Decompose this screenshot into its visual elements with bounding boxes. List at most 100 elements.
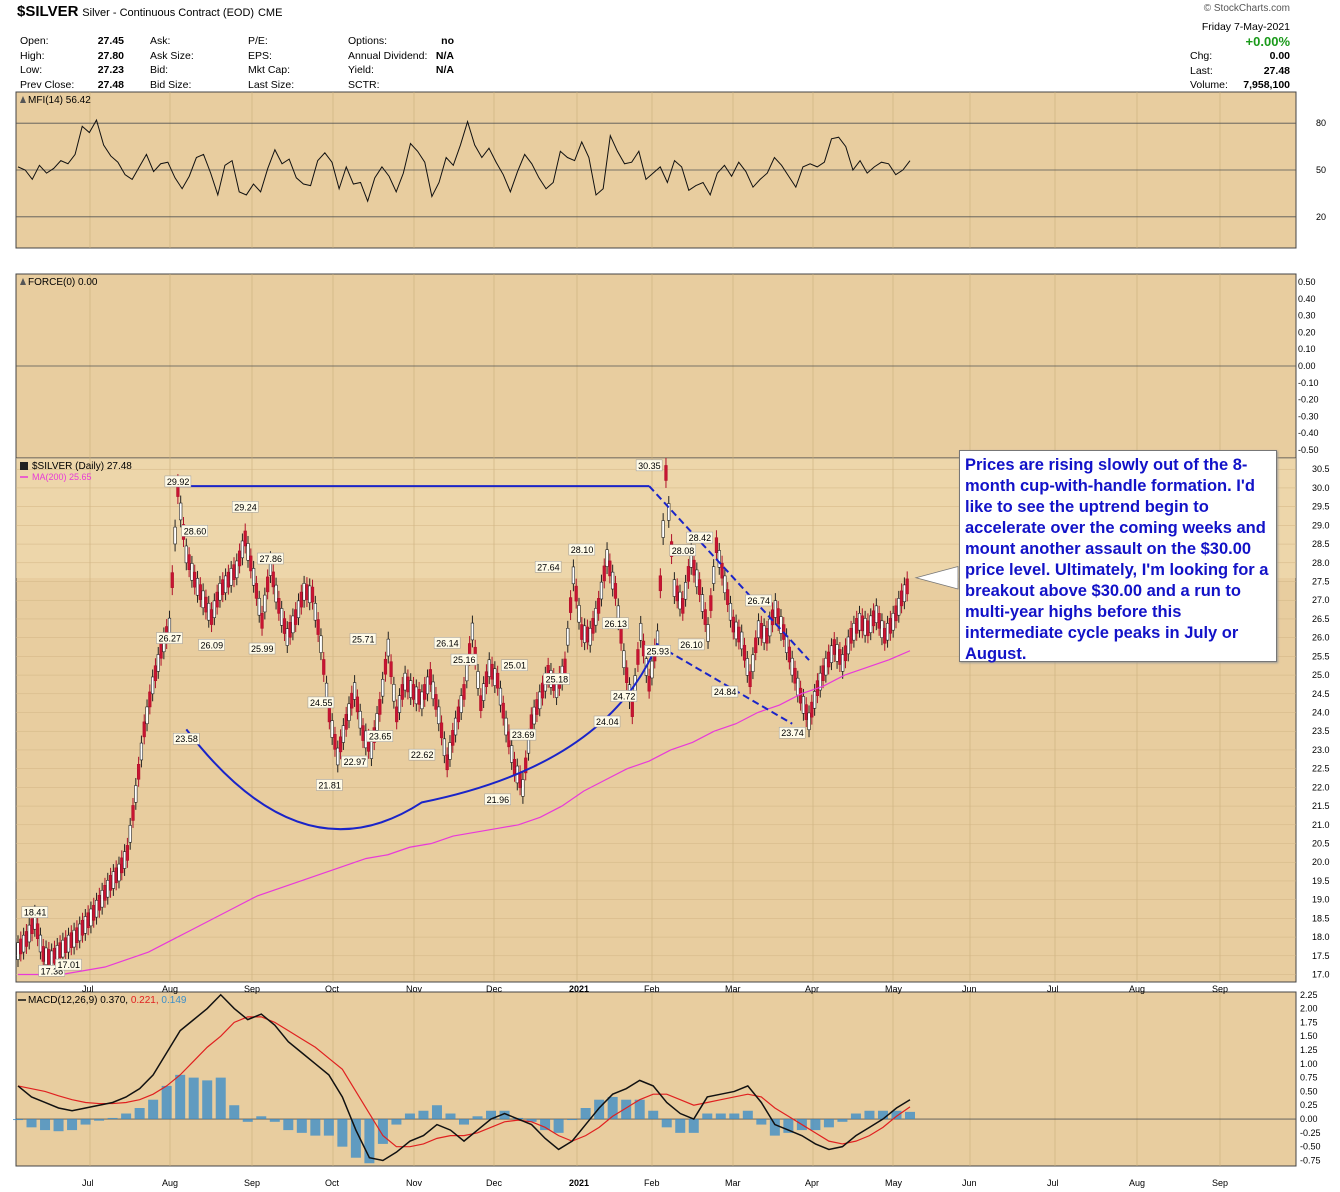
macd-histogram-bar xyxy=(229,1105,240,1120)
candle-body xyxy=(392,684,396,702)
macd-histogram-bar xyxy=(499,1110,510,1120)
macd-histogram-bar xyxy=(148,1099,159,1120)
candle-body xyxy=(647,675,651,692)
quote-value: 0.00 xyxy=(1269,50,1290,62)
macd-month-label: Sep xyxy=(1212,1178,1228,1188)
candle-body xyxy=(190,563,194,581)
candle-body xyxy=(24,931,29,947)
candle-body xyxy=(824,657,828,676)
macd-legend: MACD(12,26,9) 0.370, 0.221, 0.149 xyxy=(28,995,187,1006)
price-tick-label: 26.0 xyxy=(1312,633,1330,643)
candle-body xyxy=(316,619,320,635)
macd-tick-label: 0.25 xyxy=(1300,1100,1318,1110)
candle-body xyxy=(187,554,191,570)
candle-body xyxy=(672,579,676,597)
candle-body xyxy=(428,669,432,685)
quote-row: P/E: xyxy=(248,34,328,49)
quote-col-3: P/E: EPS: Mkt Cap: Last Size: xyxy=(248,34,328,92)
candle-body xyxy=(804,704,808,720)
candle-body xyxy=(184,545,188,564)
macd-legend-hist: 0.149 xyxy=(161,995,186,1006)
macd-tick-label: 2.25 xyxy=(1300,990,1318,1000)
price-tick-label: 23.0 xyxy=(1312,745,1330,755)
macd-tick-label: 1.75 xyxy=(1300,1017,1318,1027)
force-tick-label: 0.40 xyxy=(1298,294,1316,304)
macd-histogram-bar xyxy=(215,1077,226,1120)
site-credit: © StockCharts.com xyxy=(1203,3,1290,14)
candle-body xyxy=(756,620,761,638)
candle-body xyxy=(683,582,688,600)
candle-body xyxy=(378,699,382,715)
price-label-bg xyxy=(341,755,368,768)
macd-histogram-bar xyxy=(594,1099,605,1120)
price-tick-label: 28.0 xyxy=(1312,558,1330,568)
quote-value: 27.48 xyxy=(1263,64,1290,77)
candle-body xyxy=(209,609,214,625)
macd-histogram-bar xyxy=(661,1119,672,1128)
candle-body xyxy=(813,691,817,709)
candle-body xyxy=(563,658,567,675)
candle-body xyxy=(510,745,514,763)
candle-body xyxy=(762,625,766,643)
candle-body xyxy=(108,875,113,891)
price-label-bg xyxy=(316,779,343,791)
force-tick-label: 0.10 xyxy=(1298,344,1316,354)
candle-body xyxy=(235,560,239,579)
candle-body xyxy=(86,912,90,929)
macd-histogram-bar xyxy=(850,1113,861,1120)
trendline-handle-lower xyxy=(657,644,793,725)
macd-month-label: Apr xyxy=(805,1178,819,1188)
price-tick-label: 27.5 xyxy=(1312,577,1330,587)
macd-histogram-bar xyxy=(526,1119,537,1122)
price-label-bg xyxy=(173,732,200,745)
macd-histogram-bar xyxy=(621,1099,632,1120)
candle-body xyxy=(700,594,705,612)
candle-body xyxy=(288,622,292,638)
candle-body xyxy=(838,649,842,665)
price-label-bg xyxy=(635,459,663,472)
candle-body xyxy=(625,667,629,683)
candle-body xyxy=(518,772,522,789)
quote-right-values: Chg: 0.00 Last: 27.48 Volume: 7,958,100 xyxy=(1190,49,1290,93)
candle-body xyxy=(226,571,230,588)
quote-date: Friday 7-May-2021 xyxy=(1201,21,1290,33)
candle-body xyxy=(409,680,413,698)
candle-body xyxy=(790,657,794,676)
price-label-bg xyxy=(501,659,528,671)
legend-icon xyxy=(20,278,26,285)
macd-tick-label: -0.75 xyxy=(1300,1155,1321,1165)
price-tick-label: 22.0 xyxy=(1312,782,1330,792)
candle-body xyxy=(448,742,452,760)
price-label: 21.81 xyxy=(318,780,341,790)
candle-body xyxy=(524,757,528,774)
candle-body xyxy=(611,571,615,590)
price-label: 23.74 xyxy=(781,728,804,738)
candle-body xyxy=(330,720,334,738)
price-label: 29.24 xyxy=(234,502,257,512)
candle-body xyxy=(431,681,435,700)
candle-body xyxy=(613,583,618,599)
candle-body xyxy=(748,671,752,687)
price-label-bg xyxy=(408,748,436,761)
candle-body xyxy=(291,615,295,634)
price-label-bg xyxy=(509,728,537,741)
price-label: 25.16 xyxy=(453,655,476,665)
price-label-bg xyxy=(366,730,394,742)
price-tick-label: 20.5 xyxy=(1312,839,1330,849)
price-label: 17.38 xyxy=(41,966,64,976)
candle-body xyxy=(139,742,144,761)
price-label: 24.72 xyxy=(613,692,636,702)
candle-body xyxy=(148,691,152,708)
price-label-bg xyxy=(745,594,772,607)
price-label: 30.35 xyxy=(638,461,661,471)
macd-tick-label: 1.25 xyxy=(1300,1045,1318,1055)
macd-histogram-bar xyxy=(283,1119,294,1131)
force-tick-label: -0.40 xyxy=(1298,428,1319,438)
macd-tick-label: 0.75 xyxy=(1300,1073,1318,1083)
quote-label: Open: xyxy=(20,35,49,47)
candle-body xyxy=(257,598,261,616)
candle-body xyxy=(734,621,738,640)
candle-body xyxy=(504,717,508,736)
candle-body xyxy=(636,649,640,665)
quote-label: Mkt Cap: xyxy=(248,64,291,76)
